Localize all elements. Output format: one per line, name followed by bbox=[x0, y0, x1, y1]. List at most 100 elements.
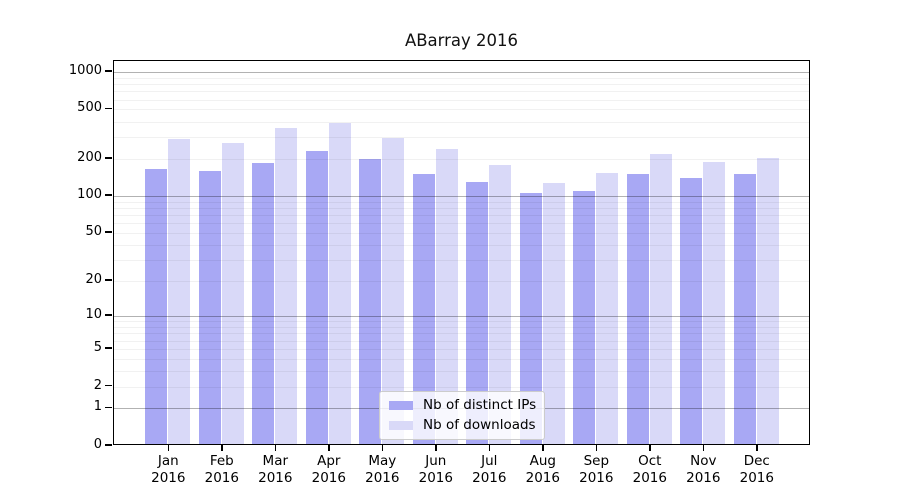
bar-nov-distinct-ips bbox=[680, 178, 703, 444]
legend-swatch-downloads bbox=[389, 421, 413, 430]
minor-gridline-8 bbox=[114, 327, 809, 329]
x-tick-label-jun: Jun 2016 bbox=[418, 453, 453, 486]
bar-jul-downloads bbox=[489, 164, 512, 444]
y-tick-label-500: 500 bbox=[77, 100, 102, 116]
x-tick-label-nov: Nov 2016 bbox=[686, 453, 721, 486]
legend-item-downloads: Nb of downloads bbox=[389, 417, 536, 434]
legend-label-distinct-ips: Nb of distinct IPs bbox=[423, 397, 537, 413]
minor-gridline-80 bbox=[114, 208, 809, 210]
x-tick-nov bbox=[702, 445, 705, 451]
minor-gridline-700 bbox=[114, 91, 809, 93]
bar-sep-downloads bbox=[596, 172, 619, 444]
legend-swatch-distinct-ips bbox=[389, 401, 413, 410]
chart-title: ABarray 2016 bbox=[404, 31, 519, 50]
x-tick-label-mar: Mar 2016 bbox=[258, 453, 293, 486]
bar-dec-distinct-ips bbox=[733, 174, 756, 444]
bar-feb-distinct-ips bbox=[198, 170, 221, 444]
plot-area bbox=[113, 60, 810, 445]
minor-gridline-2 bbox=[114, 386, 809, 388]
x-tick-label-feb: Feb 2016 bbox=[204, 453, 239, 486]
y-tick-200 bbox=[105, 157, 112, 159]
y-tick-10 bbox=[105, 314, 112, 316]
bar-aug-downloads bbox=[542, 183, 565, 444]
major-gridline-100 bbox=[114, 196, 809, 198]
x-tick-label-aug: Aug 2016 bbox=[525, 453, 560, 486]
x-tick-feb bbox=[221, 445, 223, 451]
x-tick-aug bbox=[542, 445, 544, 451]
y-tick-20 bbox=[105, 279, 112, 281]
y-tick-500 bbox=[105, 107, 112, 110]
bar-nov-downloads bbox=[703, 161, 726, 444]
minor-gridline-40 bbox=[114, 244, 809, 246]
minor-gridline-4 bbox=[114, 358, 809, 360]
bar-jun-distinct-ips bbox=[412, 174, 435, 444]
x-tick-sep bbox=[595, 445, 598, 451]
x-tick-label-sep: Sep 2016 bbox=[579, 453, 614, 486]
x-tick-label-oct: Oct 2016 bbox=[632, 453, 667, 486]
y-tick-label-5: 5 bbox=[93, 340, 102, 355]
y-tick-label-50: 50 bbox=[85, 224, 102, 240]
bar-may-distinct-ips bbox=[359, 158, 382, 444]
minor-gridline-20 bbox=[114, 281, 809, 283]
x-tick-oct bbox=[649, 445, 651, 451]
bar-apr-downloads bbox=[328, 122, 351, 444]
y-tick-label-100: 100 bbox=[77, 187, 102, 203]
bar-jul-distinct-ips bbox=[466, 181, 489, 444]
minor-gridline-400 bbox=[114, 121, 809, 123]
minor-gridline-800 bbox=[114, 84, 809, 86]
bar-mar-downloads bbox=[275, 127, 298, 444]
y-tick-label-2: 2 bbox=[93, 377, 102, 393]
y-tick-1000 bbox=[105, 70, 112, 72]
bar-mar-distinct-ips bbox=[252, 162, 275, 444]
minor-gridline-60 bbox=[114, 223, 809, 225]
y-tick-50 bbox=[105, 231, 112, 233]
minor-gridline-70 bbox=[114, 215, 809, 217]
x-tick-label-may: May 2016 bbox=[365, 453, 400, 486]
y-tick-label-10: 10 bbox=[85, 307, 102, 323]
x-tick-label-dec: Dec 2016 bbox=[739, 453, 774, 486]
major-gridline-10 bbox=[114, 316, 809, 318]
legend-item-distinct-ips: Nb of distinct IPs bbox=[389, 397, 537, 414]
bar-jan-downloads bbox=[168, 139, 191, 444]
y-tick-label-20: 20 bbox=[85, 272, 102, 288]
legend-label-downloads: Nb of downloads bbox=[423, 417, 536, 433]
minor-gridline-6 bbox=[114, 340, 809, 342]
minor-gridline-5 bbox=[114, 349, 809, 350]
bar-apr-distinct-ips bbox=[305, 150, 328, 444]
x-tick-jun bbox=[435, 445, 437, 451]
x-tick-label-jul: Jul 2016 bbox=[472, 453, 507, 486]
bar-sep-distinct-ips bbox=[573, 191, 596, 444]
y-tick-0 bbox=[105, 444, 112, 446]
x-tick-mar bbox=[274, 445, 277, 451]
y-tick-label-1: 1 bbox=[93, 399, 102, 415]
minor-gridline-300 bbox=[114, 137, 809, 139]
x-tick-apr bbox=[328, 445, 330, 451]
bar-oct-downloads bbox=[649, 154, 672, 444]
minor-gridline-600 bbox=[114, 99, 809, 101]
bar-dec-downloads bbox=[756, 157, 779, 444]
y-tick-5 bbox=[105, 347, 112, 349]
minor-gridline-50 bbox=[114, 233, 809, 235]
x-tick-label-jan: Jan 2016 bbox=[151, 453, 186, 486]
bar-aug-distinct-ips bbox=[519, 192, 542, 444]
minor-gridline-30 bbox=[114, 260, 809, 262]
minor-gridline-9 bbox=[114, 321, 809, 323]
bar-oct-distinct-ips bbox=[626, 174, 649, 444]
minor-gridline-200 bbox=[114, 158, 809, 160]
minor-gridline-90 bbox=[114, 201, 809, 203]
minor-gridline-3 bbox=[114, 370, 809, 372]
bar-feb-downloads bbox=[221, 142, 244, 444]
bar-jun-downloads bbox=[435, 149, 458, 444]
legend: Nb of distinct IPs Nb of downloads bbox=[379, 391, 545, 440]
bar-may-downloads bbox=[382, 137, 405, 444]
major-gridline-1000 bbox=[114, 71, 809, 73]
minor-gridline-7 bbox=[114, 333, 809, 335]
y-tick-label-0: 0 bbox=[93, 437, 102, 452]
minor-gridline-500 bbox=[114, 109, 809, 111]
y-tick-2 bbox=[105, 384, 112, 387]
x-tick-label-apr: Apr 2016 bbox=[311, 453, 346, 486]
y-tick-label-1000: 1000 bbox=[68, 62, 102, 78]
x-tick-jan bbox=[167, 445, 170, 451]
x-tick-dec bbox=[756, 445, 758, 451]
